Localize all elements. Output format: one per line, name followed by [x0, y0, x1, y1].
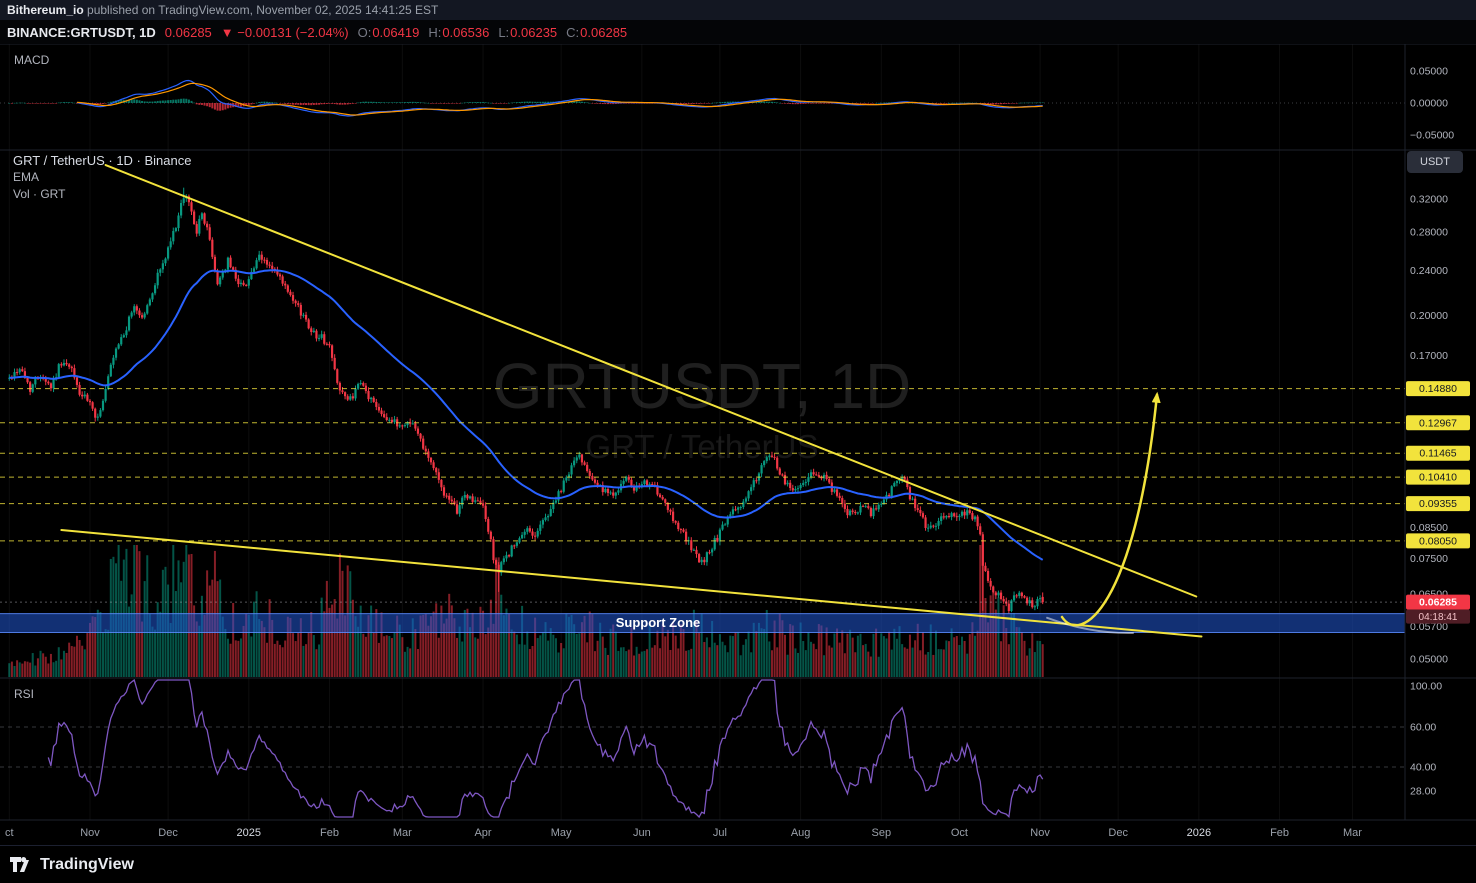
price-axis[interactable]: 0.32000 0.28000 0.24000 0.20000 0.17000 0.085…: [1406, 66, 1470, 798]
rsi-line: [47, 678, 1044, 819]
time-axis[interactable]: ct Nov Dec 2025 Feb Mar Apr May Jun Jul Aug Sep Oct N…: [5, 827, 1362, 839]
time-axis-label: Dec: [1108, 827, 1128, 839]
price-axis-label: 0.20000: [1410, 310, 1448, 322]
macd-axis-label: 0.00000: [1410, 98, 1448, 110]
time-axis-label: Aug: [791, 827, 811, 839]
price-level-tag: 0.14880: [1406, 381, 1470, 397]
grid-lines: [8, 44, 1353, 820]
key-level-lines[interactable]: [0, 388, 1405, 542]
svg-text:0.08050: 0.08050: [1419, 535, 1457, 547]
price-level-tag: 0.11465: [1406, 445, 1470, 461]
ema-line: [9, 269, 1044, 561]
drawings-layer[interactable]: [0, 164, 1405, 638]
time-axis-label: Mar: [1343, 827, 1362, 839]
macd-pane: [0, 79, 1405, 117]
publish-header: Bithereum_io published on TradingView.co…: [0, 0, 1476, 20]
time-axis-label: 2026: [1187, 827, 1211, 839]
publish-info: published on TradingView.com, November 0…: [83, 3, 439, 17]
last-price: 0.06285: [164, 24, 212, 40]
time-axis-label: Jul: [713, 827, 727, 839]
time-axis-label: Feb: [1270, 827, 1289, 839]
time-axis-label: Feb: [320, 827, 339, 839]
breakout-arrow[interactable]: [1060, 391, 1161, 627]
price-axis-label: 0.05000: [1410, 653, 1448, 665]
rsi-pane: [0, 678, 1405, 819]
time-axis-label: Sep: [872, 827, 892, 839]
price-axis-label: 0.05700: [1410, 621, 1448, 633]
svg-text:0.14880: 0.14880: [1419, 383, 1457, 395]
rsi-axis-label: 40.00: [1410, 762, 1436, 774]
time-axis-label: Oct: [951, 827, 968, 839]
pane-separators: [0, 43, 1476, 821]
price-level-tag: 0.09355: [1406, 496, 1470, 512]
close-value: C: 0.06285: [566, 24, 628, 40]
time-axis-label: Nov: [80, 827, 100, 839]
time-axis-label: Dec: [158, 827, 178, 839]
time-axis-label: May: [551, 827, 572, 839]
support-zone-band[interactable]: [0, 613, 1405, 634]
candlestick-series: [8, 187, 1044, 614]
svg-text:0.12967: 0.12967: [1419, 417, 1457, 429]
time-axis-label: Jun: [633, 827, 651, 839]
time-axis-label: Mar: [393, 827, 412, 839]
price-axis-label: 0.17000: [1410, 350, 1448, 362]
volume-series: [8, 545, 1044, 677]
macd-line: [76, 79, 1043, 117]
price-axis-label: 0.28000: [1410, 227, 1448, 239]
rsi-pane-label[interactable]: RSI: [14, 687, 35, 701]
current-price-tag: 0.06285 04:18:41: [1406, 594, 1470, 624]
price-level-tag: 0.12967: [1406, 415, 1470, 431]
watermark-pair-name: GRT / TetherUS: [586, 428, 819, 465]
support-zone-label[interactable]: Support Zone: [615, 615, 701, 630]
svg-text:0.10410: 0.10410: [1419, 472, 1457, 484]
ema-indicator-label[interactable]: EMA: [13, 170, 40, 184]
svg-text:0.06285: 0.06285: [1419, 597, 1457, 609]
descending-support-line[interactable]: [60, 529, 1203, 638]
publisher-name: Bithereum_io: [7, 3, 84, 17]
footer-bar: TradingView: [0, 845, 1476, 883]
macd-signal-line: [76, 82, 1043, 116]
rsi-axis-label: 28.00: [1410, 786, 1436, 798]
rsi-axis-label: 100.00: [1410, 681, 1442, 693]
time-axis-label: Nov: [1030, 827, 1050, 839]
volume-indicator-label[interactable]: Vol · GRT: [13, 187, 66, 201]
time-axis-label: Apr: [474, 827, 491, 839]
price-axis-label: 0.07500: [1410, 553, 1448, 565]
price-axis-label: 0.08500: [1410, 522, 1448, 534]
time-axis-label: ct: [5, 827, 14, 839]
price-level-tag: 0.10410: [1406, 469, 1470, 485]
macd-axis-label: 0.05000: [1410, 66, 1448, 78]
tradingview-logo[interactable]: [10, 856, 32, 873]
high-value: H: 0.06536: [428, 24, 490, 40]
chart-title[interactable]: GRT / TetherUS · 1D · Binance: [13, 153, 192, 168]
price-level-tag: 0.08050: [1406, 533, 1470, 549]
time-axis-label: 2025: [237, 827, 261, 839]
svg-text:0.11465: 0.11465: [1419, 448, 1456, 460]
watermark-symbol: GRTUSDT, 1D: [493, 350, 911, 422]
rsi-axis-label: 60.00: [1410, 722, 1436, 734]
price-axis-label: 0.32000: [1410, 194, 1448, 206]
macd-axis-label: −0.05000: [1410, 130, 1454, 142]
open-value: O: 0.06419: [357, 24, 420, 40]
footer-brand[interactable]: TradingView: [40, 855, 134, 873]
descending-resistance-line[interactable]: [104, 164, 1198, 598]
price-axis-label: 0.24000: [1410, 265, 1448, 277]
macd-pane-label[interactable]: MACD: [14, 53, 50, 67]
symbol-info-bar: BINANCE:GRTUSDT, 1D 0.06285 ▼ −0.00131 (…: [0, 20, 1476, 44]
low-value: L: 0.06235: [498, 24, 558, 40]
bar-countdown: 04:18:41: [1419, 612, 1458, 623]
price-change: ▼ −0.00131 (−2.04%): [220, 24, 349, 40]
svg-text:0.09355: 0.09355: [1419, 498, 1457, 510]
price-pane: [8, 187, 1044, 677]
currency-toggle-button[interactable]: USDT: [1407, 151, 1463, 173]
symbol-title[interactable]: BINANCE:GRTUSDT, 1D: [7, 24, 156, 40]
projection-curve[interactable]: [1046, 616, 1134, 635]
